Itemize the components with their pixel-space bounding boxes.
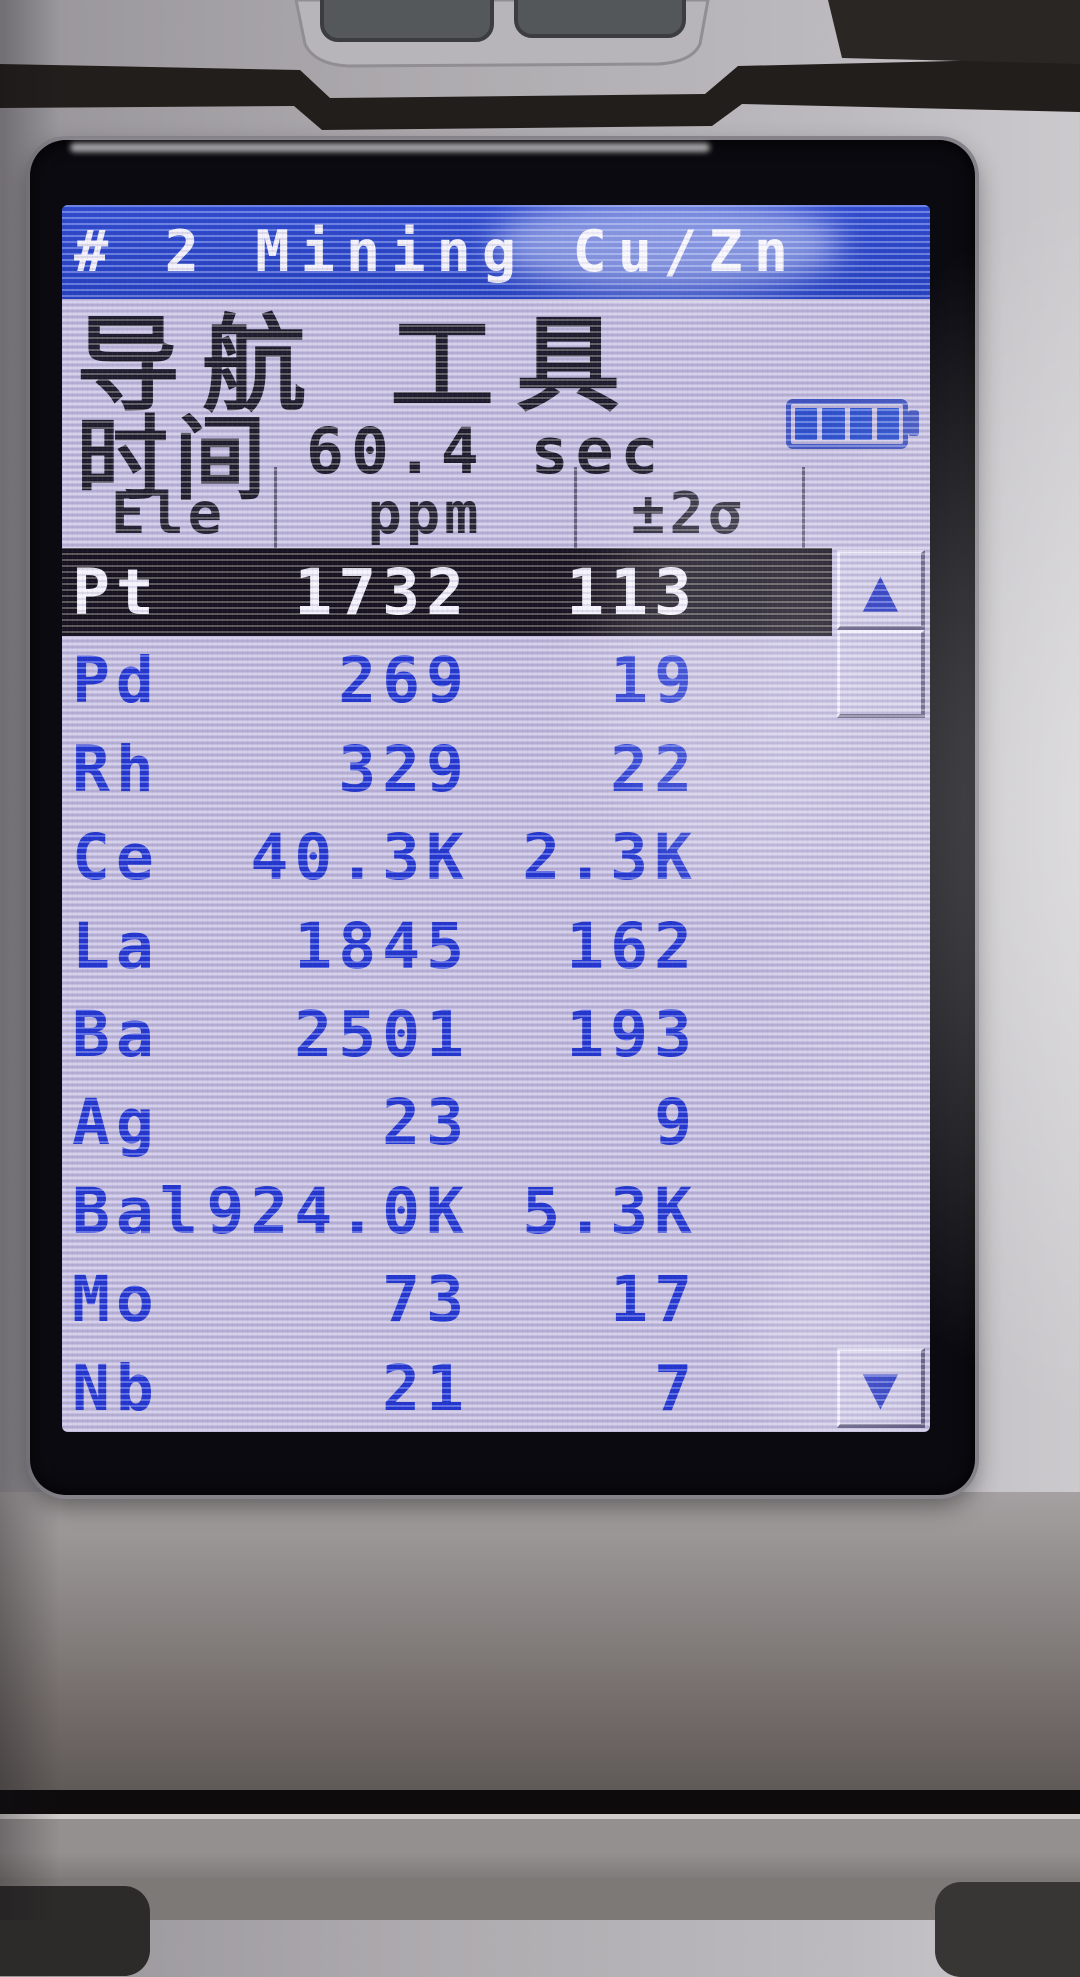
- battery-segment: [849, 408, 872, 440]
- screen-bezel: # 2 Mining Cu/Zn 导航 工具 时间 60.4 sec Ele p…: [30, 140, 975, 1495]
- bottom-pad-right: [935, 1882, 1080, 1977]
- table-header: Ele ppm ±2σ: [62, 467, 807, 559]
- ppm-cell: 21: [382, 1351, 470, 1425]
- element-cell: La: [72, 909, 160, 983]
- table-row[interactable]: La 1845 162: [62, 902, 832, 990]
- element-cell: Ce: [72, 821, 160, 895]
- table-row[interactable]: Nb 21 7: [62, 1344, 832, 1432]
- element-cell: Pd: [72, 644, 160, 718]
- device-top-housing: [0, 0, 1080, 130]
- scroll-down-button[interactable]: ▼: [837, 1348, 925, 1428]
- table-row[interactable]: Pt 1732 113: [62, 548, 832, 637]
- time-label: 时间: [76, 405, 273, 513]
- menu-item-tools[interactable]: 工具: [390, 303, 643, 426]
- device-lower-body: [0, 1492, 1080, 1792]
- battery-segment: [822, 408, 845, 440]
- table-row[interactable]: Ba 2501 193: [62, 990, 832, 1078]
- table-row[interactable]: Bal 924.0K 5.3K: [62, 1167, 832, 1255]
- title-bar: # 2 Mining Cu/Zn: [62, 205, 930, 299]
- base-strip: [0, 1878, 1080, 1920]
- ppm-cell: 329: [338, 732, 470, 806]
- ppm-cell: 1845: [294, 909, 470, 983]
- header-divider: [574, 467, 577, 559]
- sigma-cell: 113: [566, 556, 698, 629]
- table-row[interactable]: Pd 269 19: [62, 636, 832, 724]
- sigma-cell: 5.3K: [522, 1174, 698, 1248]
- device-button-left[interactable]: [320, 0, 494, 42]
- arrow-up-icon: ▲: [862, 562, 899, 617]
- header-divider: [274, 467, 277, 559]
- battery-segment: [795, 408, 818, 440]
- menu-item-nav[interactable]: 导航: [76, 303, 329, 426]
- sigma-cell: 162: [566, 909, 698, 983]
- scrollbar-thumb[interactable]: [837, 630, 925, 718]
- table-row[interactable]: Mo 73 17: [62, 1255, 832, 1343]
- sigma-cell: 7: [654, 1351, 698, 1425]
- element-cell: Rh: [72, 732, 160, 806]
- element-cell: Ba: [72, 997, 160, 1071]
- sigma-cell: 193: [566, 997, 698, 1071]
- battery-icon: [786, 399, 919, 449]
- sigma-cell: 19: [610, 644, 698, 718]
- ppm-cell: 23: [382, 1086, 470, 1160]
- table-row[interactable]: Ce 40.3K 2.3K: [62, 813, 832, 901]
- top-right-groove: [828, 0, 1080, 64]
- ppm-cell: 40.3K: [250, 821, 470, 895]
- header-divider: [802, 467, 805, 559]
- table-row[interactable]: Rh 329 22: [62, 725, 832, 813]
- ppm-cell: 924.0K: [206, 1174, 470, 1248]
- element-cell: Bal: [72, 1174, 204, 1248]
- ppm-cell: 269: [338, 644, 470, 718]
- sigma-cell: 17: [610, 1263, 698, 1337]
- ppm-cell: 2501: [294, 997, 470, 1071]
- results-rows: Pt 1732 113 Pd 269 19 Rh 329 22 Ce 40.3K…: [62, 548, 832, 1432]
- column-header-sigma: ±2σ: [631, 481, 746, 547]
- device-button-right[interactable]: [514, 0, 686, 38]
- element-cell: Pt: [72, 556, 160, 629]
- top-groove: [0, 58, 1080, 130]
- element-cell: Ag: [72, 1086, 160, 1160]
- bottom-pad-left: [0, 1886, 150, 1976]
- scrollbar: ▲ ▼: [835, 548, 930, 1432]
- menu-bar: 导航 工具: [76, 301, 916, 426]
- ppm-cell: 1732: [294, 556, 470, 629]
- sigma-cell: 9: [654, 1086, 698, 1160]
- bottom-bar: [0, 1814, 1080, 1878]
- time-value: 60.4 sec: [306, 414, 666, 488]
- arrow-down-icon: ▼: [862, 1360, 899, 1415]
- ppm-cell: 73: [382, 1263, 470, 1337]
- sigma-cell: 22: [610, 732, 698, 806]
- column-header-ppm: ppm: [367, 481, 483, 547]
- bezel-reflection: [70, 143, 710, 152]
- table-row[interactable]: Ag 23 9: [62, 1078, 832, 1166]
- lcd-screen: # 2 Mining Cu/Zn 导航 工具 时间 60.4 sec Ele p…: [62, 205, 930, 1432]
- scroll-up-button[interactable]: ▲: [837, 550, 925, 630]
- element-cell: Nb: [72, 1351, 160, 1425]
- battery-segment: [876, 408, 899, 440]
- bottom-groove: [0, 1790, 1080, 1814]
- page-title: # 2 Mining Cu/Zn: [74, 219, 800, 285]
- time-row: 时间 60.4 sec: [76, 406, 916, 513]
- element-cell: Mo: [72, 1263, 160, 1337]
- sigma-cell: 2.3K: [522, 821, 698, 895]
- column-header-element: Ele: [111, 481, 226, 547]
